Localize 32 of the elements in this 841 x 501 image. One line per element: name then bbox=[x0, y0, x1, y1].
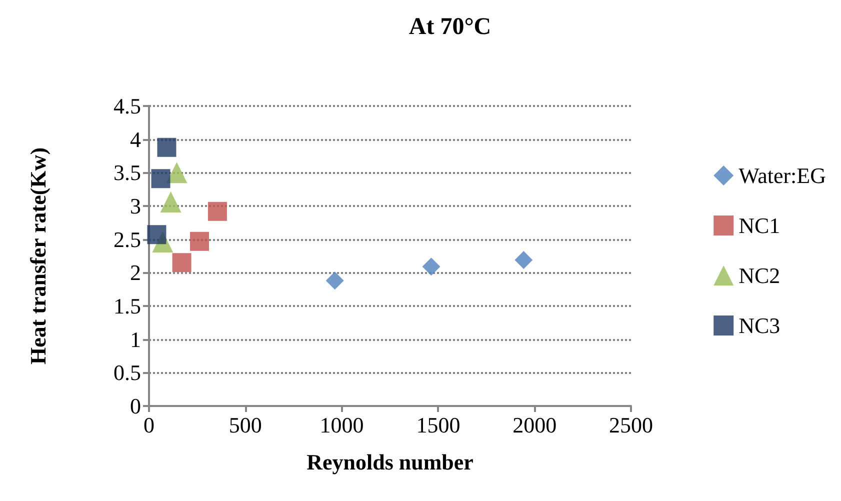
y-tick-label: 2.5 bbox=[114, 226, 141, 252]
y-tick-label: 2 bbox=[130, 260, 141, 286]
point bbox=[160, 192, 182, 212]
point bbox=[157, 138, 176, 157]
y-tick-label: 1.5 bbox=[114, 294, 141, 318]
y-tick-label: 3.5 bbox=[114, 160, 141, 186]
x-tick-label: 1000 bbox=[320, 412, 364, 438]
legend-label: NC1 bbox=[738, 213, 780, 238]
point bbox=[422, 258, 440, 276]
y-tick-label: 1 bbox=[130, 326, 141, 352]
point bbox=[326, 272, 344, 290]
x-tick-label: 1500 bbox=[416, 412, 460, 438]
legend-label: NC3 bbox=[738, 313, 780, 338]
point bbox=[190, 232, 210, 251]
y-tick-label: 4.5 bbox=[114, 94, 141, 118]
x-tick-label: 2000 bbox=[512, 412, 557, 438]
point bbox=[151, 169, 170, 188]
y-tick-label: 0 bbox=[130, 394, 141, 418]
y-tick-label: 0.5 bbox=[114, 360, 141, 386]
point bbox=[208, 202, 227, 221]
legend-label: Water:EG bbox=[738, 163, 826, 188]
x-tick-label: 500 bbox=[228, 412, 262, 438]
x-axis-title: Reynolds number bbox=[306, 450, 474, 474]
chart-title: At 70°C bbox=[408, 14, 492, 40]
y-tick-label: 3 bbox=[130, 194, 141, 218]
y-axis-title: Heat transfer rate(Kw) bbox=[26, 147, 50, 365]
x-tick-label: 2500 bbox=[609, 412, 653, 438]
y-tick-label: 4 bbox=[130, 126, 141, 152]
legend-label: NC2 bbox=[738, 263, 780, 288]
point bbox=[147, 225, 166, 244]
point bbox=[514, 251, 533, 269]
point bbox=[172, 253, 192, 272]
